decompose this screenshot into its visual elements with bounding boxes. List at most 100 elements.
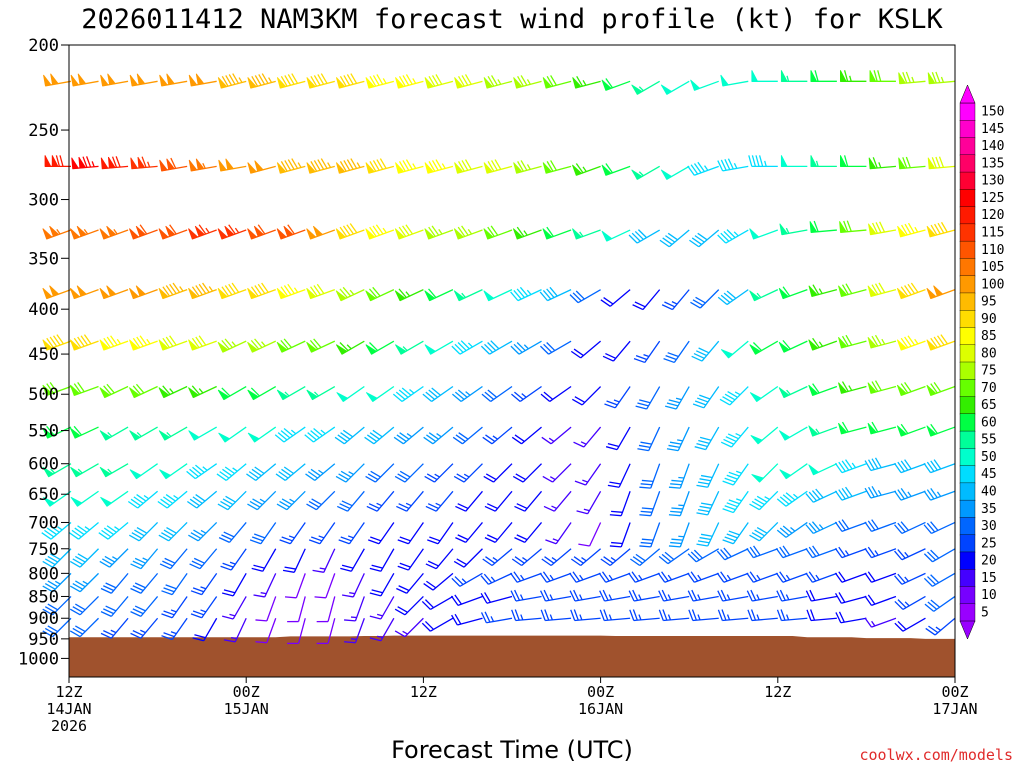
barb-feather <box>726 502 738 508</box>
wind-barb <box>365 385 395 402</box>
barb-feather <box>276 503 288 511</box>
wind-barb <box>541 548 572 567</box>
colorbar-segment <box>959 430 976 450</box>
barb-pennant <box>69 384 81 396</box>
barb-feather <box>455 434 466 443</box>
barb-feather <box>779 527 790 536</box>
wind-barb <box>452 426 483 445</box>
barb-feather <box>485 473 497 481</box>
wind-barb <box>894 521 926 535</box>
barb-feather <box>75 580 86 588</box>
barb-pennant <box>896 425 908 437</box>
barb-feather <box>666 448 679 452</box>
wind-barb <box>717 589 749 602</box>
barb-feather <box>867 594 876 605</box>
barb-shaft <box>515 617 542 622</box>
barb-feather <box>191 286 200 297</box>
barb-feather <box>776 590 783 602</box>
wind-barb <box>128 522 159 542</box>
barb-feather <box>253 564 265 569</box>
credit-link[interactable]: coolwx.com/models <box>859 746 1013 764</box>
barb-pennant <box>69 339 81 351</box>
barb-feather <box>365 475 376 483</box>
barb-pennant <box>71 157 80 170</box>
wind-barb <box>687 548 720 563</box>
barb-shaft <box>673 340 690 363</box>
wind-barb <box>897 222 926 238</box>
wind-barb <box>222 596 247 620</box>
barb-feather <box>609 514 622 517</box>
barb-pennant <box>188 339 199 351</box>
barb-pennant <box>306 77 316 89</box>
barb-feather <box>806 609 812 621</box>
wind-barb <box>629 609 660 622</box>
barb-feather <box>106 525 117 533</box>
x-tick-label: 00Z <box>233 683 260 701</box>
barb-feather <box>516 503 528 510</box>
barb-shaft <box>407 522 424 545</box>
barb-shaft <box>266 618 277 643</box>
barb-feather <box>103 608 114 615</box>
barb-feather <box>813 220 819 232</box>
wind-barb <box>42 382 72 397</box>
barb-feather <box>635 405 647 410</box>
barb-feather <box>231 282 240 293</box>
barb-pennant <box>809 221 818 233</box>
barb-half-feather <box>288 535 295 539</box>
wind-barb <box>660 165 690 180</box>
wind-barb <box>896 382 926 397</box>
barb-feather <box>934 223 941 235</box>
barb-feather <box>846 220 852 232</box>
wind-barb <box>598 571 631 583</box>
barb-feather <box>135 383 145 394</box>
wind-barb <box>395 159 424 174</box>
wind-barb <box>425 548 454 570</box>
barb-shaft <box>574 617 601 622</box>
barb-feather <box>696 350 707 357</box>
barb-feather <box>198 283 207 294</box>
barb-shaft <box>902 595 926 611</box>
barb-shaft <box>457 595 483 606</box>
barb-feather <box>72 582 84 590</box>
wind-barb <box>394 288 424 302</box>
barb-shaft <box>813 521 838 535</box>
barb-feather <box>130 587 142 594</box>
wind-barb <box>70 463 99 478</box>
barb-feather <box>127 500 139 509</box>
barb-pennant <box>188 159 198 172</box>
barb-feather <box>72 558 84 566</box>
barb-pennant <box>106 225 117 237</box>
wind-barb <box>542 160 572 174</box>
barb-shaft <box>354 618 365 643</box>
barb-feather <box>431 225 440 236</box>
barb-feather <box>809 589 816 601</box>
barb-half-feather <box>613 399 620 403</box>
barb-feather <box>77 553 89 561</box>
barb-half-feather <box>911 76 915 83</box>
x-tick-label: 17JAN <box>932 700 977 718</box>
barb-pennant <box>136 73 146 86</box>
barb-feather <box>720 294 731 303</box>
wind-barb <box>188 426 217 441</box>
barb-shaft <box>203 617 218 642</box>
wind-barb <box>834 546 867 559</box>
barb-pennant <box>129 287 140 300</box>
wind-barb <box>666 426 690 452</box>
wind-barb <box>513 75 542 89</box>
barb-feather <box>609 481 621 485</box>
barb-shaft <box>901 572 926 585</box>
barb-feather <box>628 572 636 583</box>
barb-feather <box>287 224 295 235</box>
barb-feather <box>106 336 115 347</box>
barb-pennant <box>395 77 405 89</box>
wind-barb <box>161 596 188 619</box>
wind-barb <box>605 426 631 451</box>
barb-shaft <box>293 548 306 573</box>
barb-feather <box>162 496 174 504</box>
barb-feather <box>431 160 439 171</box>
barb-half-feather <box>107 468 113 474</box>
barb-feather <box>691 237 702 245</box>
barb-feather <box>690 551 700 561</box>
barb-feather <box>605 446 618 451</box>
colorbar-label: 130 <box>981 174 1004 189</box>
